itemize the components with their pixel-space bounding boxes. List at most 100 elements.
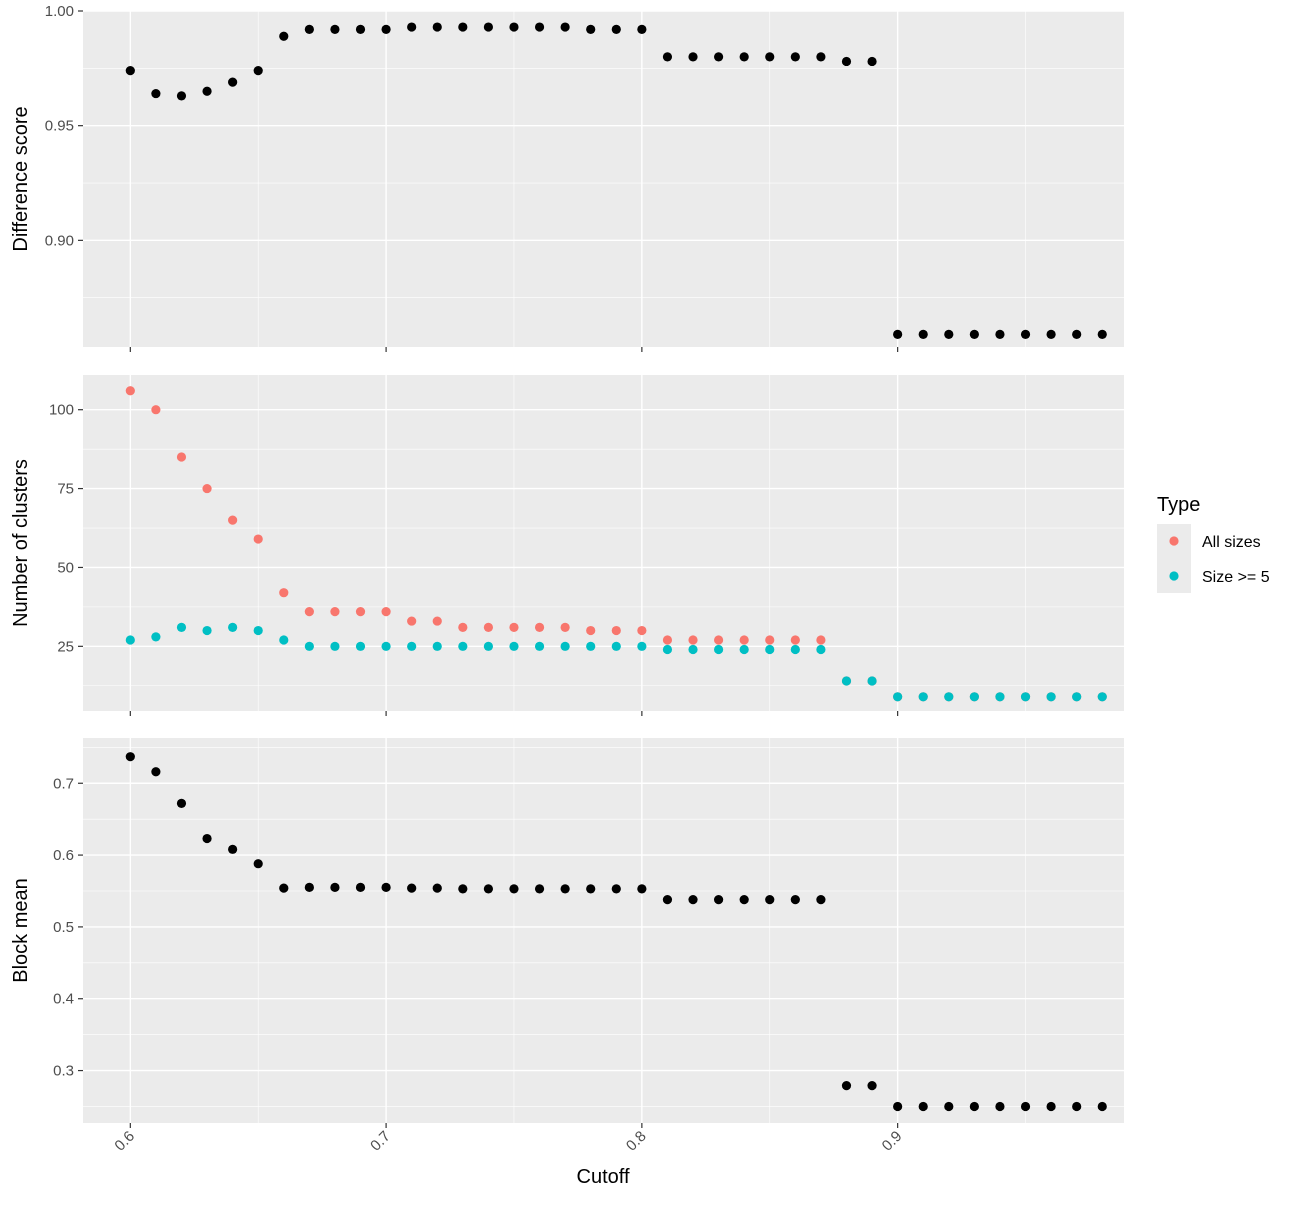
legend-key <box>1169 536 1179 546</box>
data-point <box>176 91 187 101</box>
data-point <box>1097 1101 1107 1112</box>
data-point <box>918 1101 928 1112</box>
data-point <box>816 52 826 62</box>
panel-1: 0.90 0.95 1.00 Difference score <box>10 3 1124 352</box>
data-point <box>969 329 979 339</box>
data-point <box>330 882 340 893</box>
data-point <box>688 635 698 645</box>
data-point <box>1046 1101 1056 1112</box>
data-point <box>1020 1101 1031 1112</box>
y-tick-label: 0.4 <box>53 991 74 1008</box>
data-point <box>483 884 494 894</box>
data-point <box>867 676 877 686</box>
data-point <box>432 22 442 32</box>
data-point <box>893 329 903 339</box>
data-point <box>713 895 724 905</box>
data-point <box>253 859 263 869</box>
data-point <box>739 635 749 645</box>
data-point <box>713 52 724 62</box>
data-point <box>637 24 647 34</box>
data-point <box>407 883 417 893</box>
x-tick-label: 0.7 <box>367 1128 394 1155</box>
y-tick-label: 50 <box>57 559 74 576</box>
data-point <box>586 625 596 636</box>
data-point <box>969 692 979 702</box>
data-point <box>893 1101 903 1112</box>
data-point <box>381 607 391 617</box>
data-point <box>790 895 800 905</box>
data-point <box>1072 1101 1082 1112</box>
data-point <box>355 607 366 617</box>
series <box>125 752 1107 1112</box>
data-point <box>995 692 1005 702</box>
data-point <box>509 22 519 32</box>
data-point <box>534 622 545 632</box>
data-point <box>816 895 826 905</box>
data-point <box>381 641 391 651</box>
data-point <box>125 66 135 76</box>
y-tick-label: 75 <box>57 481 74 498</box>
data-point <box>662 635 673 645</box>
panel-3: 0.3 0.4 0.5 0.6 0.7 Block mean <box>10 738 1124 1128</box>
panel-2: 25 50 75 100 Number of clusters <box>10 375 1124 716</box>
data-point <box>688 52 698 62</box>
data-point <box>918 692 928 702</box>
legend-key-background <box>1157 524 1191 593</box>
data-point <box>1072 692 1082 702</box>
data-point <box>304 641 314 651</box>
data-point <box>458 884 468 894</box>
data-point <box>1020 329 1031 339</box>
data-point <box>483 622 494 632</box>
data-point <box>279 883 289 893</box>
data-point <box>483 641 494 651</box>
y-tick-label: 0.5 <box>53 919 74 936</box>
data-point <box>893 692 903 702</box>
data-point <box>611 641 621 651</box>
data-point <box>253 66 263 76</box>
data-point <box>560 641 570 651</box>
y-tick-label: 1.00 <box>45 3 74 20</box>
data-point <box>228 622 238 632</box>
data-point <box>790 635 800 645</box>
data-point <box>611 884 621 894</box>
data-point <box>279 31 289 41</box>
data-point <box>765 644 775 655</box>
data-point <box>125 386 135 396</box>
data-point <box>279 588 289 598</box>
data-point <box>765 895 775 905</box>
legend-label: Size >= 5 <box>1202 569 1270 586</box>
data-point <box>202 833 212 844</box>
data-point <box>330 607 340 617</box>
data-point <box>228 77 238 87</box>
data-point <box>407 22 417 32</box>
data-point <box>1046 692 1056 702</box>
data-point <box>969 1101 979 1112</box>
data-point <box>432 641 442 651</box>
legend-title: Type <box>1157 494 1200 516</box>
data-point <box>432 616 442 626</box>
data-point <box>841 676 852 686</box>
data-point <box>637 884 647 894</box>
data-point <box>662 895 673 905</box>
legend-items: All sizes Size >= 5 <box>1169 534 1270 586</box>
data-point <box>534 641 545 651</box>
data-point <box>151 632 161 642</box>
y-tick-label: 0.6 <box>53 847 74 864</box>
data-point <box>611 625 621 636</box>
data-point <box>560 22 570 32</box>
data-point <box>765 635 775 645</box>
panel-background <box>83 11 1124 347</box>
data-point <box>304 882 314 893</box>
data-point <box>1020 692 1031 702</box>
data-point <box>176 622 187 632</box>
legend-label: All sizes <box>1202 534 1261 551</box>
data-point <box>713 635 724 645</box>
data-point <box>1072 329 1082 339</box>
data-point <box>381 24 391 34</box>
data-point <box>458 641 468 651</box>
data-point <box>483 22 494 32</box>
data-point <box>944 692 954 702</box>
data-point <box>176 452 187 462</box>
data-point <box>867 1081 877 1091</box>
data-point <box>151 88 161 99</box>
